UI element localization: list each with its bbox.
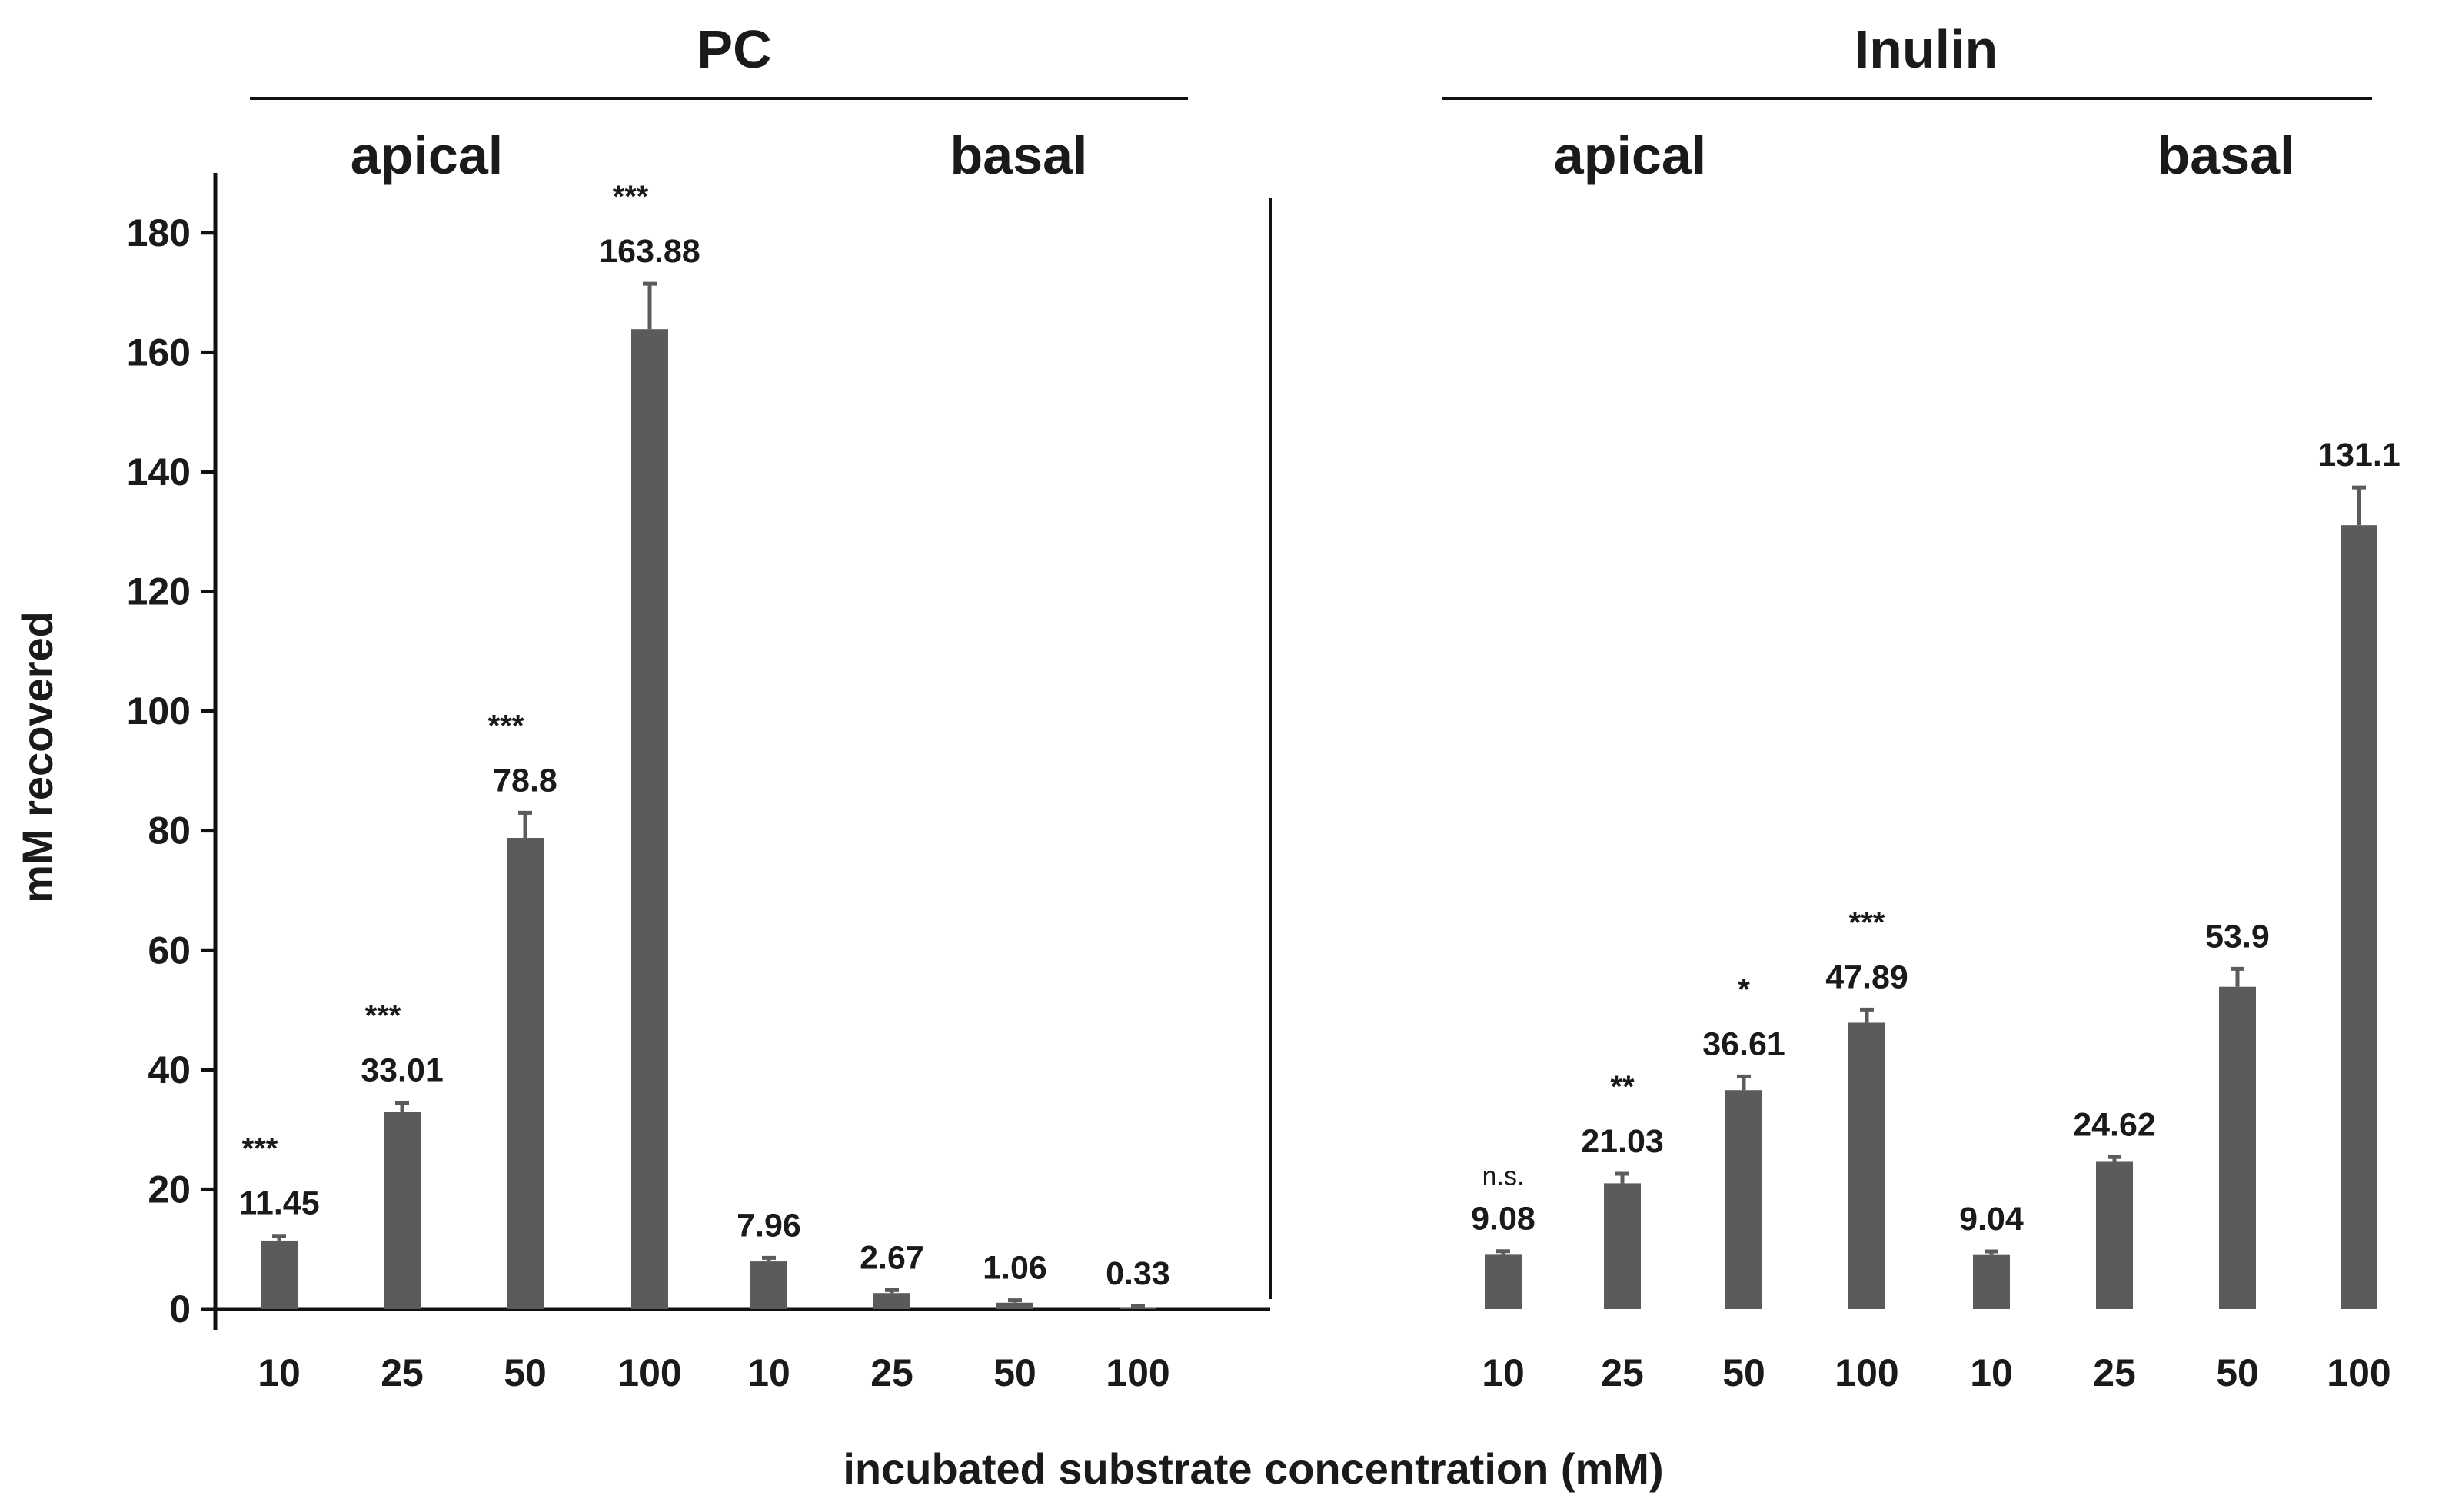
x-tick-label: 50 bbox=[2216, 1351, 2259, 1394]
y-axis: 0 20 40 60 80 100 120 140 160 180 bbox=[127, 173, 218, 1331]
significance-marker: ** bbox=[1610, 1070, 1635, 1104]
x-tick-label: 10 bbox=[747, 1351, 790, 1394]
group-label: basal bbox=[950, 125, 1088, 185]
x-tick-label: 25 bbox=[1601, 1351, 1644, 1394]
y-tick-label: 100 bbox=[127, 690, 191, 733]
x-tick-label: 100 bbox=[617, 1351, 681, 1394]
x-tick-label: 50 bbox=[1722, 1351, 1765, 1394]
panel-title: Inulin bbox=[1855, 19, 1998, 79]
value-label: 163.88 bbox=[599, 233, 700, 270]
value-label: 131.1 bbox=[2317, 437, 2400, 474]
value-label: 53.9 bbox=[2205, 918, 2270, 955]
y-tick-label: 80 bbox=[148, 809, 191, 852]
y-tick-label: 40 bbox=[148, 1048, 191, 1092]
bar bbox=[750, 1261, 787, 1309]
value-label: 47.89 bbox=[1825, 959, 1908, 995]
value-label: 11.45 bbox=[238, 1185, 319, 1222]
y-axis-label: mM recovered bbox=[13, 611, 62, 903]
x-tick-label: 25 bbox=[870, 1351, 913, 1394]
group-label: basal bbox=[2158, 125, 2295, 185]
group-label: apical bbox=[351, 125, 503, 185]
bar bbox=[2096, 1161, 2133, 1309]
x-axis: 10 25 50 100 10 25 50 100 10 25 50 100 10 25 50 100 bbox=[215, 1307, 2391, 1394]
bar bbox=[1725, 1090, 1762, 1309]
value-label: 9.04 bbox=[1959, 1201, 2024, 1238]
value-label: 21.03 bbox=[1581, 1123, 1664, 1160]
bar bbox=[873, 1293, 910, 1309]
significance-marker: *** bbox=[242, 1132, 278, 1166]
group-apical: apical 11.45 *** 33.01 *** 78.8 *** 163.88 *** bbox=[238, 125, 700, 1310]
value-label: 24.62 bbox=[2073, 1106, 2156, 1143]
value-label: 78.8 bbox=[493, 762, 557, 799]
y-tick-label: 0 bbox=[169, 1288, 191, 1331]
x-tick-label: 100 bbox=[2327, 1351, 2390, 1394]
value-label: 33.01 bbox=[361, 1052, 444, 1089]
x-axis-label: incubated substrate concentration (mM) bbox=[843, 1444, 1663, 1493]
bar bbox=[996, 1302, 1033, 1309]
bar bbox=[2219, 986, 2256, 1309]
significance-marker: *** bbox=[613, 180, 649, 214]
value-label: 36.61 bbox=[1702, 1025, 1785, 1062]
value-label: 9.08 bbox=[1471, 1201, 1535, 1238]
group-apical: apical 9.08 n.s. 21.03 ** 36.61 * 47.89 *** bbox=[1471, 125, 1908, 1309]
group-basal: basal 9.04 24.62 53.9 131.1 bbox=[1959, 125, 2400, 1309]
x-tick-label: 25 bbox=[2093, 1351, 2136, 1394]
bar bbox=[631, 329, 668, 1310]
bar bbox=[1604, 1183, 1641, 1309]
value-label: 2.67 bbox=[860, 1239, 924, 1276]
significance-marker: *** bbox=[1849, 906, 1885, 939]
significance-marker: n.s. bbox=[1482, 1162, 1525, 1191]
bar bbox=[2341, 525, 2377, 1309]
value-label: 1.06 bbox=[983, 1250, 1047, 1287]
y-tick-label: 20 bbox=[148, 1168, 191, 1211]
x-tick-label: 50 bbox=[504, 1351, 547, 1394]
bar bbox=[507, 838, 544, 1309]
bar bbox=[1120, 1307, 1156, 1309]
bar bbox=[384, 1112, 421, 1309]
bar bbox=[1485, 1254, 1522, 1309]
y-tick-label: 160 bbox=[127, 331, 191, 374]
x-tick-label: 25 bbox=[381, 1351, 424, 1394]
panel-title: PC bbox=[697, 19, 771, 79]
x-tick-label: 10 bbox=[1482, 1351, 1525, 1394]
bar bbox=[1973, 1254, 2010, 1309]
y-tick-label: 120 bbox=[127, 570, 191, 613]
panel-inulin: Inulin apical 9.08 n.s. 21.03 ** 36.61 * 47.89 **… bbox=[1442, 19, 2400, 1309]
x-tick-label: 100 bbox=[1835, 1351, 1898, 1394]
panel-pc: PC apical 11.45 *** 33.01 *** 78.8 *** 163.88 ***… bbox=[238, 19, 1188, 1310]
group-label: apical bbox=[1554, 125, 1706, 185]
significance-marker: * bbox=[1738, 972, 1750, 1006]
chart-panels: PCapical11.45***33.01***78.8***163.88***… bbox=[238, 19, 2400, 1310]
x-tick-label: 10 bbox=[1970, 1351, 2013, 1394]
y-tick-label: 180 bbox=[127, 211, 191, 254]
value-label: 7.96 bbox=[737, 1207, 801, 1244]
value-label: 0.33 bbox=[1106, 1255, 1170, 1292]
significance-marker: *** bbox=[488, 709, 524, 743]
x-tick-label: 50 bbox=[993, 1351, 1036, 1394]
significance-marker: *** bbox=[365, 999, 401, 1033]
group-basal: basal 7.96 2.67 1.06 0.33 bbox=[737, 125, 1170, 1309]
x-tick-label: 100 bbox=[1106, 1351, 1169, 1394]
bar bbox=[261, 1240, 298, 1309]
bar bbox=[1848, 1022, 1885, 1309]
x-tick-label: 10 bbox=[258, 1351, 301, 1394]
y-tick-label: 140 bbox=[127, 450, 191, 493]
y-tick-label: 60 bbox=[148, 929, 191, 972]
